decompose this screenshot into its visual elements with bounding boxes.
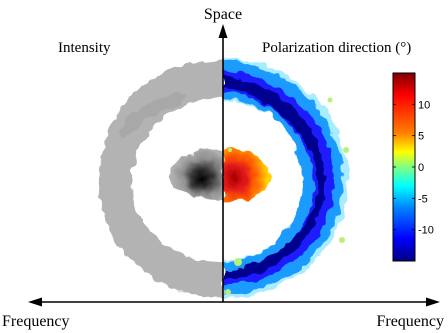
horizontal-axis-label-right: Frequency: [376, 313, 444, 330]
polarization-edge-speckles: [225, 97, 349, 295]
intensity-ring-dark-band: [118, 92, 185, 140]
vertical-axis-label: Space: [204, 6, 242, 23]
colorbar: 10 5 0 -5 -10: [392, 72, 434, 262]
colorbar-tick-label: -10: [418, 225, 434, 237]
polarization-panel: [223, 58, 349, 298]
colorbar-tick-label: 10: [418, 99, 430, 111]
right-arrowhead: [426, 297, 440, 307]
colorbar-fill: [392, 72, 416, 262]
colorbar-ticks: 10 5 0 -5 -10: [393, 99, 434, 237]
axes: [28, 24, 440, 307]
intensity-panel-title: Intensity: [58, 40, 111, 56]
polarization-center-spot: [223, 147, 271, 202]
colorbar-tick-label: 5: [418, 131, 424, 143]
polarization-ring-core: [223, 76, 326, 280]
intensity-panel: [98, 60, 223, 297]
polarization-panel-title: Polarization direction (°): [262, 40, 411, 56]
intensity-center-spot: [169, 149, 223, 200]
left-arrowhead: [28, 297, 42, 307]
colorbar-tick-label: -5: [418, 193, 428, 205]
vertical-arrowhead: [218, 24, 228, 38]
colorbar-tick-label: 0: [418, 162, 424, 174]
horizontal-axis-label-left: Frequency: [2, 313, 70, 330]
